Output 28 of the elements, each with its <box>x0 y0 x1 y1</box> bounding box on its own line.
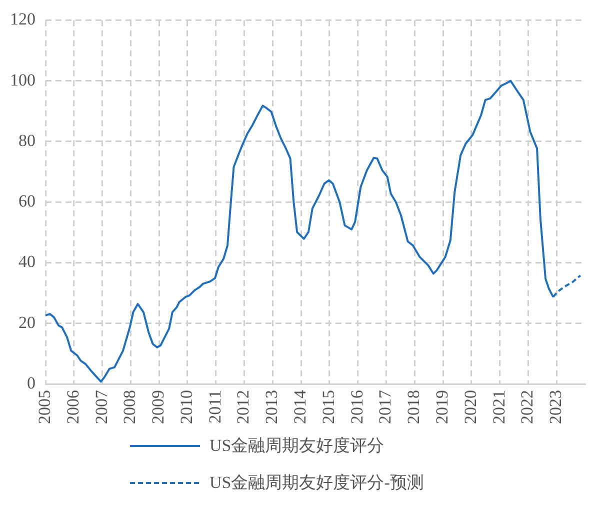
x-tick-label: 2019 <box>432 390 452 424</box>
x-tick-label: 2020 <box>460 390 480 424</box>
y-tick-label: 40 <box>18 252 36 272</box>
legend-label: US金融周期友好度评分-预测 <box>210 472 424 494</box>
y-tick-label: 60 <box>18 192 36 211</box>
x-tick-label: 2022 <box>518 390 537 424</box>
x-tick-label: 2008 <box>120 390 140 424</box>
x-tick-label: 2018 <box>404 390 424 424</box>
y-tick-label: 100 <box>10 70 36 90</box>
x-tick-label: 2023 <box>546 390 566 424</box>
x-tick-label: 2015 <box>318 390 338 424</box>
x-tick-label: 2012 <box>234 390 253 424</box>
x-tick-label: 2010 <box>176 390 196 424</box>
x-tick-label: 2011 <box>205 390 224 424</box>
x-tick-label: 2017 <box>376 390 395 424</box>
x-tick-label: 2014 <box>290 390 310 424</box>
y-tick-label: 120 <box>10 10 36 29</box>
x-tick-label: 2021 <box>489 390 508 424</box>
y-tick-label: 20 <box>18 312 36 332</box>
x-tick-label: 2006 <box>63 390 82 424</box>
x-tick-label: 2007 <box>92 390 111 424</box>
x-tick-label: 2009 <box>148 390 168 424</box>
x-tick-label: 2005 <box>34 390 54 424</box>
y-tick-label: 80 <box>18 130 36 150</box>
y-tick-label: 0 <box>27 373 36 392</box>
x-tick-label: 2013 <box>262 390 282 424</box>
x-tick-label: 2016 <box>347 390 366 424</box>
legend-label: US金融周期友好度评分 <box>210 435 384 457</box>
